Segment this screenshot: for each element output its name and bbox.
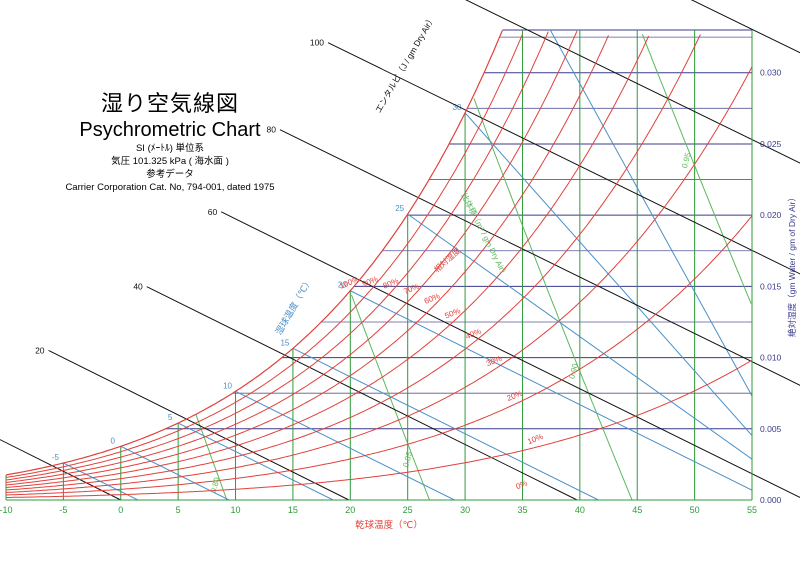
- wet-bulb-line: [350, 290, 752, 491]
- enthalpy-line: [48, 349, 350, 501]
- relative-humidity-curve: [6, 31, 549, 481]
- wet-bulb-label: 0: [111, 436, 116, 445]
- x-tick-label: 30: [460, 505, 470, 515]
- y-tick-label: 0.005: [760, 424, 782, 434]
- y-tick-label: 0.010: [760, 353, 782, 363]
- enthalpy-line: [279, 129, 800, 386]
- enthalpy-label: 100: [310, 38, 324, 48]
- x-tick-label: 0: [118, 505, 123, 515]
- x-tick-label: -5: [59, 505, 67, 515]
- rh-label: 70%: [402, 282, 420, 296]
- subtitle-pressure: 気圧 101.325 kPa ( 海水面 ): [111, 156, 229, 167]
- wet-bulb-line: [549, 30, 752, 397]
- wet-bulb-line: [292, 347, 599, 500]
- relative-humidity-curve: [6, 30, 578, 483]
- y-tick-label: 0.025: [760, 139, 782, 149]
- relative-humidity-curve: [6, 30, 503, 476]
- subtitle-units: SI (ﾒｰﾄﾙ) 単位系: [135, 143, 205, 154]
- x-axis-label: 乾球温度（℃）: [355, 519, 423, 531]
- subtitle-reference: 参考データ: [146, 169, 194, 180]
- subtitle-source: Carrier Corporation Cat. No, 794-001, da…: [65, 182, 275, 193]
- wet-bulb-line: [464, 112, 752, 437]
- x-tick-label: 10: [231, 505, 241, 515]
- chart-title-jp: 湿り空気線図: [100, 92, 239, 117]
- enthalpy-line: [0, 439, 121, 501]
- specific-volume-label: 0.85: [401, 450, 414, 468]
- x-tick-label: 5: [176, 505, 181, 515]
- relative-humidity-curve: [6, 34, 701, 491]
- chart-title-en: Psychrometric Chart: [79, 119, 261, 141]
- wet-bulb-label: 10: [223, 381, 232, 390]
- specific-volume-label: 0.80: [209, 476, 222, 494]
- x-tick-label: -10: [0, 505, 13, 515]
- rh-label: 0%: [514, 479, 528, 492]
- x-tick-label: 50: [690, 505, 700, 515]
- enthalpy-line: [327, 42, 800, 275]
- enthalpy-line: [146, 286, 578, 501]
- rh-label: 100%: [338, 275, 360, 291]
- y-axis-label: 絶対湿度（gm Water / gm of Dry Air）: [787, 193, 797, 337]
- wet-bulb-line: [407, 213, 752, 460]
- relative-humidity-curve: [6, 359, 752, 498]
- wet-bulb-label: -5: [52, 453, 60, 462]
- specific-volume-label: 0.95: [680, 151, 693, 169]
- specific-volume-line: [195, 414, 228, 500]
- x-tick-label: 20: [345, 505, 355, 515]
- specific-volume-line: [473, 98, 633, 500]
- relative-humidity-curve: [6, 215, 752, 496]
- y-tick-label: 0.000: [760, 495, 782, 505]
- wet-bulb-line: [235, 390, 455, 500]
- x-tick-label: 25: [403, 505, 413, 515]
- y-tick-label: 0.015: [760, 281, 782, 291]
- wet-bulb-label: 20: [338, 281, 347, 290]
- y-tick-label: 0.020: [760, 210, 782, 220]
- relative-humidity-curve: [6, 66, 752, 493]
- enthalpy-axis-label: エンタルピ（J / gm Dry Air）: [373, 14, 437, 115]
- x-tick-label: 45: [632, 505, 642, 515]
- relative-humidity-curve: [6, 35, 609, 486]
- enthalpy-label: 80: [266, 125, 276, 135]
- wet-bulb-label: 25: [395, 204, 404, 213]
- wet-bulb-label: 5: [168, 413, 173, 422]
- x-tick-label: 15: [288, 505, 298, 515]
- x-tick-label: 40: [575, 505, 585, 515]
- enthalpy-label: 20: [35, 345, 45, 355]
- wet-bulb-axis-label: 湿球温度（℃）: [273, 275, 315, 336]
- y-tick-label: 0.030: [760, 68, 782, 78]
- enthalpy-line: [220, 211, 800, 498]
- enthalpy-label: 60: [208, 207, 218, 217]
- x-tick-label: 35: [517, 505, 527, 515]
- enthalpy-line: [465, 0, 800, 164]
- title-block: 湿り空気線図 Psychrometric Chart SI (ﾒｰﾄﾙ) 単位系…: [40, 92, 300, 194]
- specific-volume-label: 0.90: [567, 362, 580, 380]
- wet-bulb-line: [177, 422, 334, 500]
- wet-bulb-label: 15: [280, 338, 289, 347]
- enthalpy-label: 40: [133, 282, 143, 292]
- rh-label: 80%: [382, 276, 400, 290]
- rh-label: 60%: [423, 291, 441, 305]
- relative-humidity-curve: [6, 34, 523, 478]
- relative-humidity-curve: [6, 35, 650, 488]
- x-tick-label: 55: [747, 505, 757, 515]
- rh-axis-label: 相対湿度: [432, 246, 462, 275]
- wet-bulb-label: 30: [453, 103, 462, 112]
- rh-label: 50%: [444, 306, 462, 320]
- specific-volume-line: [641, 34, 752, 304]
- rh-label: 10%: [526, 432, 544, 446]
